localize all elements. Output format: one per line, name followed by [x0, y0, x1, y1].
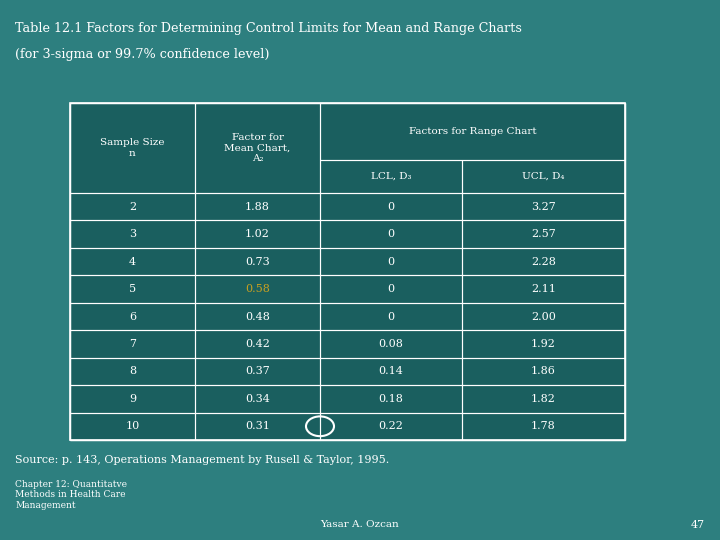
Text: Source: p. 143, Operations Management by Rusell & Taylor, 1995.: Source: p. 143, Operations Management by…: [15, 455, 390, 465]
Bar: [195, 248, 320, 275]
Bar: [462, 303, 625, 330]
Text: 0.14: 0.14: [379, 366, 403, 376]
Text: 6: 6: [129, 312, 136, 321]
Text: 2.11: 2.11: [531, 284, 556, 294]
Bar: [462, 193, 625, 220]
Text: 1.78: 1.78: [531, 421, 556, 431]
Text: (for 3-sigma or 99.7% confidence level): (for 3-sigma or 99.7% confidence level): [15, 48, 269, 61]
Text: 2.00: 2.00: [531, 312, 556, 321]
Text: Factors for Range Chart: Factors for Range Chart: [409, 127, 536, 136]
Bar: [195, 330, 320, 357]
Text: Table 12.1 Factors for Determining Control Limits for Mean and Range Charts: Table 12.1 Factors for Determining Contr…: [15, 22, 522, 35]
Text: 1.02: 1.02: [245, 229, 270, 239]
Text: 2.57: 2.57: [531, 229, 556, 239]
Text: 0: 0: [387, 256, 395, 267]
Bar: [320, 357, 462, 385]
Text: 0.73: 0.73: [245, 256, 270, 267]
Bar: [70, 103, 625, 440]
Bar: [462, 220, 625, 248]
Text: 0.42: 0.42: [245, 339, 270, 349]
Text: 8: 8: [129, 366, 136, 376]
Text: 2.28: 2.28: [531, 256, 556, 267]
Bar: [320, 385, 462, 413]
Text: 9: 9: [129, 394, 136, 404]
Text: 0.18: 0.18: [379, 394, 403, 404]
Bar: [195, 413, 320, 440]
Bar: [320, 413, 462, 440]
Bar: [70, 275, 195, 303]
Bar: [462, 248, 625, 275]
Bar: [70, 330, 195, 357]
Text: 2: 2: [129, 202, 136, 212]
Text: UCL, D₄: UCL, D₄: [522, 172, 564, 181]
Bar: [462, 413, 625, 440]
Bar: [70, 357, 195, 385]
Text: 0.34: 0.34: [245, 394, 270, 404]
Text: 1.88: 1.88: [245, 202, 270, 212]
Text: 7: 7: [129, 339, 136, 349]
Bar: [195, 357, 320, 385]
Bar: [462, 385, 625, 413]
Bar: [462, 160, 625, 193]
Text: 0.31: 0.31: [245, 421, 270, 431]
Text: Factor for
Mean Chart,
A₂: Factor for Mean Chart, A₂: [225, 133, 291, 163]
Text: 3.27: 3.27: [531, 202, 556, 212]
Bar: [320, 330, 462, 357]
Bar: [462, 330, 625, 357]
Text: LCL, D₃: LCL, D₃: [371, 172, 411, 181]
Text: Chapter 12: Quantitatve
Methods in Health Care
Management: Chapter 12: Quantitatve Methods in Healt…: [15, 480, 127, 510]
Bar: [320, 160, 462, 193]
Text: 0.58: 0.58: [245, 284, 270, 294]
Text: 0.22: 0.22: [379, 421, 403, 431]
Bar: [70, 193, 195, 220]
Bar: [320, 103, 625, 160]
Bar: [70, 103, 625, 440]
Text: 0: 0: [387, 202, 395, 212]
Text: 0: 0: [387, 284, 395, 294]
Text: 0: 0: [387, 312, 395, 321]
Bar: [195, 193, 320, 220]
Text: 10: 10: [125, 421, 140, 431]
Bar: [70, 413, 195, 440]
Bar: [320, 220, 462, 248]
Bar: [195, 220, 320, 248]
Text: 0: 0: [387, 229, 395, 239]
Bar: [320, 193, 462, 220]
Bar: [462, 275, 625, 303]
Bar: [462, 357, 625, 385]
Bar: [320, 303, 462, 330]
Text: 0.48: 0.48: [245, 312, 270, 321]
Bar: [195, 103, 320, 193]
Text: 1.82: 1.82: [531, 394, 556, 404]
Text: Yasar A. Ozcan: Yasar A. Ozcan: [320, 520, 400, 529]
Text: 3: 3: [129, 229, 136, 239]
Bar: [320, 248, 462, 275]
Text: 1.92: 1.92: [531, 339, 556, 349]
Bar: [70, 248, 195, 275]
Text: 4: 4: [129, 256, 136, 267]
Text: 5: 5: [129, 284, 136, 294]
Text: 0.37: 0.37: [245, 366, 270, 376]
Text: 47: 47: [691, 520, 705, 530]
Bar: [70, 103, 195, 193]
Text: Sample Size
n: Sample Size n: [100, 138, 165, 158]
Bar: [70, 303, 195, 330]
Text: 1.86: 1.86: [531, 366, 556, 376]
Bar: [195, 275, 320, 303]
Bar: [195, 385, 320, 413]
Bar: [195, 303, 320, 330]
Bar: [70, 220, 195, 248]
Bar: [320, 275, 462, 303]
Text: 0.08: 0.08: [379, 339, 403, 349]
Bar: [70, 385, 195, 413]
